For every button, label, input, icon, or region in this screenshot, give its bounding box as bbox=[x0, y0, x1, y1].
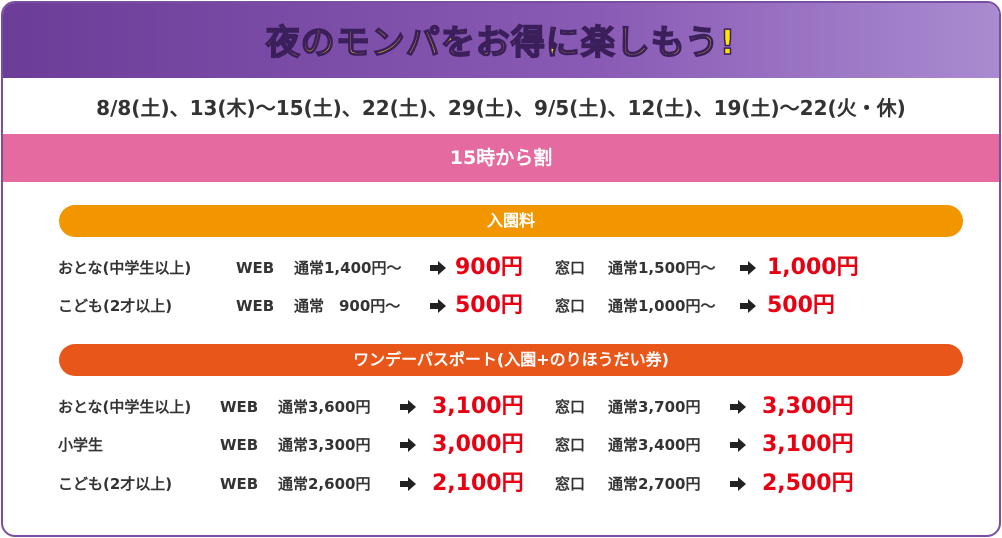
discount-price: 500円 bbox=[767, 293, 835, 318]
regular-price: 通常1,400円〜 bbox=[294, 259, 402, 277]
row-label: 小学生 bbox=[58, 436, 104, 454]
web-label: WEB bbox=[220, 436, 259, 454]
web-label: WEB bbox=[236, 259, 275, 277]
regular-price: 通常2,600円 bbox=[278, 475, 371, 493]
discount-price: 3,100円 bbox=[762, 432, 854, 457]
discount-price: 500円 bbox=[455, 293, 523, 318]
dates: 8/8(土)、13(木)〜15(土)、22(土)、29(土)、9/5(土)、12… bbox=[96, 96, 906, 120]
web-label: WEB bbox=[220, 398, 259, 416]
arrow-icon bbox=[730, 438, 746, 452]
regular-price: 通常1,500円〜 bbox=[608, 259, 716, 277]
counter-label: 窓口 bbox=[555, 259, 586, 277]
arrow-icon bbox=[400, 477, 416, 491]
row-label: おとな(中学生以上) bbox=[58, 398, 192, 416]
arrow-icon bbox=[430, 299, 446, 313]
row-label: こども(2才以上) bbox=[58, 297, 173, 315]
regular-price: 通常3,300円 bbox=[278, 436, 371, 454]
regular-price: 通常2,700円 bbox=[608, 475, 701, 493]
header: 夜のモンパをお得に楽しもう! bbox=[3, 3, 999, 78]
discount-price: 3,300円 bbox=[762, 394, 854, 419]
arrow-icon bbox=[740, 299, 756, 313]
row-label: こども(2才以上) bbox=[58, 475, 173, 493]
discount-price: 3,000円 bbox=[432, 432, 524, 457]
discount-price: 2,100円 bbox=[432, 471, 524, 496]
discount-price: 1,000円 bbox=[767, 255, 859, 280]
arrow-icon bbox=[730, 400, 746, 414]
discount-price: 3,100円 bbox=[432, 394, 524, 419]
web-label: WEB bbox=[236, 297, 275, 315]
counter-label: 窓口 bbox=[555, 398, 586, 416]
arrow-icon bbox=[400, 400, 416, 414]
time-banner: 15時から割 bbox=[3, 134, 999, 182]
section-title: ワンデーパスポート(入園+のりほうだい券) bbox=[59, 344, 963, 376]
row-label: おとな(中学生以上) bbox=[58, 259, 192, 277]
counter-label: 窓口 bbox=[555, 475, 586, 493]
web-label: WEB bbox=[220, 475, 259, 493]
discount-price: 900円 bbox=[455, 255, 523, 280]
regular-price: 通常3,600円 bbox=[278, 398, 371, 416]
section-title: 入園料 bbox=[59, 205, 963, 237]
arrow-icon bbox=[400, 438, 416, 452]
counter-label: 窓口 bbox=[555, 297, 586, 315]
counter-label: 窓口 bbox=[555, 436, 586, 454]
regular-price: 通常1,000円〜 bbox=[608, 297, 716, 315]
arrow-icon bbox=[740, 261, 756, 275]
title: 夜のモンパをお得に楽しもう! bbox=[265, 22, 737, 64]
regular-price: 通常 900円〜 bbox=[294, 297, 401, 315]
regular-price: 通常3,700円 bbox=[608, 398, 701, 416]
discount-price: 2,500円 bbox=[762, 471, 854, 496]
regular-price: 通常3,400円 bbox=[608, 436, 701, 454]
arrow-icon bbox=[430, 261, 446, 275]
arrow-icon bbox=[730, 477, 746, 491]
